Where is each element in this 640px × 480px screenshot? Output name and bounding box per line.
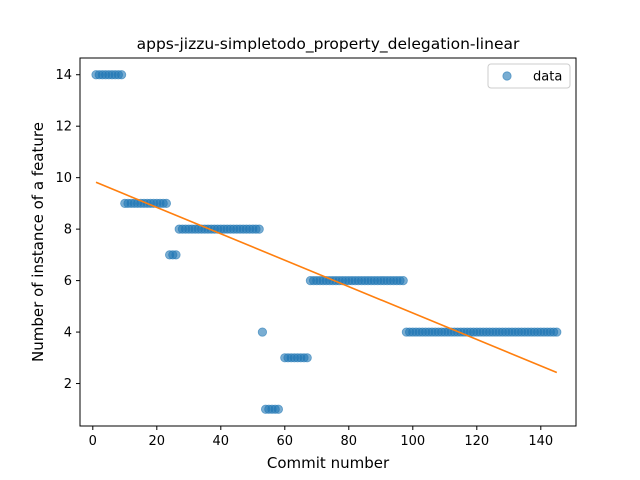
y-tick-label: 10: [55, 171, 72, 186]
series-data: [91, 70, 562, 414]
x-tick-label: 140: [528, 434, 553, 449]
y-tick-label: 14: [55, 68, 72, 83]
y-axis-label: Number of instance of a feature: [29, 122, 47, 362]
x-axis-label: Commit number: [267, 454, 390, 472]
x-tick-label: 100: [400, 434, 425, 449]
trend-line: [95, 181, 558, 374]
y-tick-label: 12: [55, 120, 72, 135]
x-tick-label: 80: [341, 434, 358, 449]
legend-marker: [502, 71, 512, 81]
data-point: [398, 276, 408, 286]
data-point: [552, 327, 562, 337]
legend-label: data: [533, 70, 562, 85]
x-tick-label: 120: [464, 434, 489, 449]
x-tick-label: 60: [277, 434, 294, 449]
data-point: [257, 327, 267, 337]
x-axis: 0 20 40 60 80 100 120 140: [89, 426, 553, 449]
chart-title: apps-jizzu-simpletodo_property_delegatio…: [137, 35, 520, 54]
y-tick-label: 8: [64, 223, 72, 238]
y-tick-label: 4: [64, 326, 72, 341]
legend: data: [487, 63, 571, 89]
data-point: [273, 404, 283, 414]
y-tick-label: 2: [64, 377, 72, 392]
x-tick-label: 0: [89, 434, 97, 449]
data-point: [117, 70, 127, 80]
data-point: [161, 198, 171, 208]
axes-frame: [79, 57, 577, 427]
plot-area: [79, 57, 577, 427]
data-point: [302, 353, 312, 363]
data-point: [254, 224, 264, 234]
legend-box: [487, 63, 571, 89]
y-tick-label: 6: [64, 274, 72, 289]
y-axis: 2 4 6 8 10 12 14: [55, 68, 80, 392]
x-tick-label: 40: [213, 434, 230, 449]
series-trend-line: [95, 181, 558, 374]
data-point: [171, 250, 181, 260]
x-tick-label: 20: [149, 434, 166, 449]
